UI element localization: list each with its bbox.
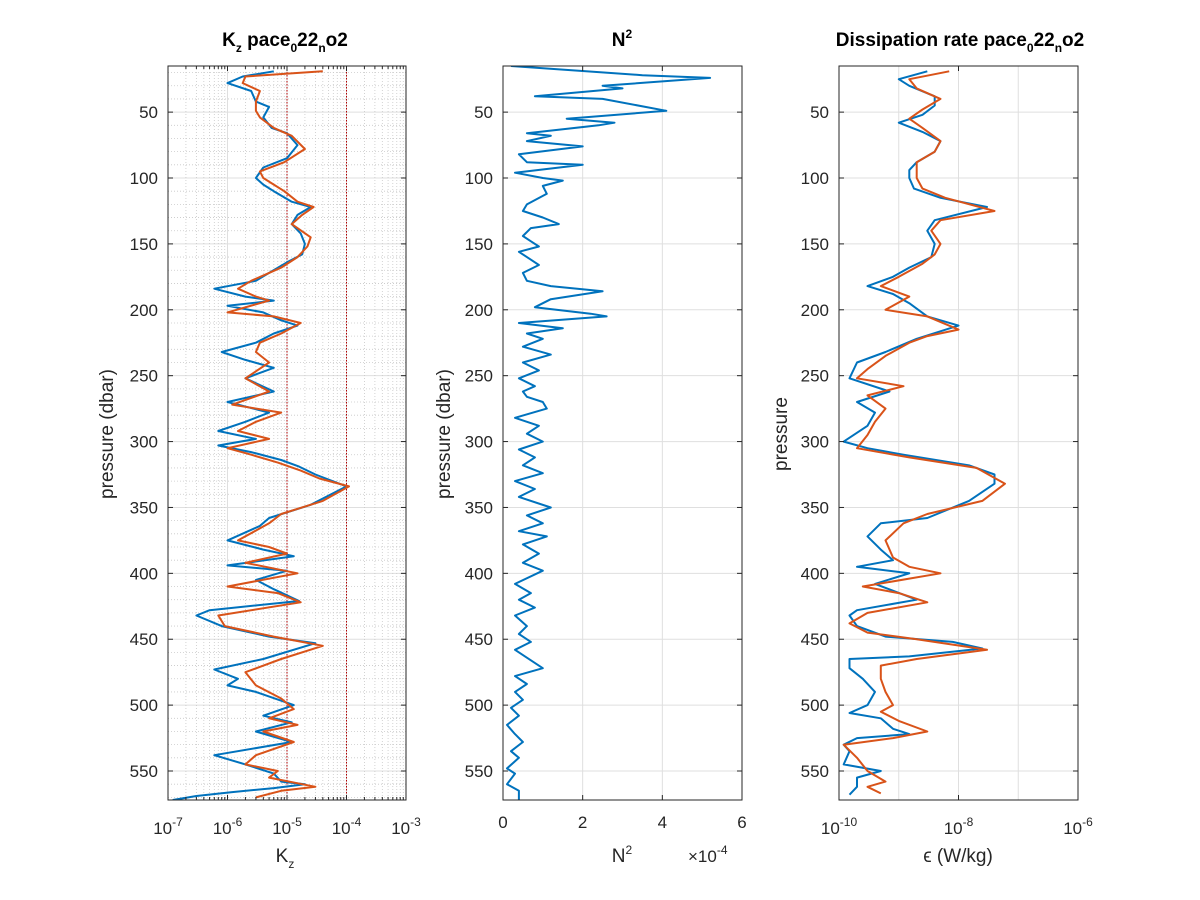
kz-series-line-1 (172, 70, 348, 800)
kz-y-tick-label: 300 (130, 433, 158, 452)
dissipation-y-tick-label: 200 (801, 301, 829, 320)
kz-y-tick-label: 500 (130, 696, 158, 715)
n2-y-tick-label: 300 (465, 433, 493, 452)
n2-y-tick-label: 500 (465, 696, 493, 715)
kz-y-tick-label: 350 (130, 498, 158, 517)
kz-series-line-2 (217, 70, 350, 799)
dissipation-series-line-2 (842, 70, 1006, 795)
kz-x-tick-label: 10-3 (391, 815, 421, 838)
n2-title: N2 (612, 27, 633, 51)
dissipation-y-tick-label: 100 (801, 169, 829, 188)
n2-y-tick-label: 100 (465, 169, 493, 188)
dissipation-y-tick-label: 150 (801, 235, 829, 254)
dissipation-y-tick-label: 350 (801, 498, 829, 517)
dissipation-x-tick-label: 10-6 (1063, 815, 1093, 838)
dissipation-x-tick-label: 10-10 (821, 815, 858, 838)
dissipation-panel: 50 100 150 200 250 300 350 400 450 500 550 10-10 10-… (771, 30, 1093, 867)
kz-y-tick-label: 50 (139, 103, 158, 122)
n2-x-multiplier: ×10-4 (688, 843, 728, 866)
n2-series-line-1 (506, 66, 712, 800)
dissipation-y-tick-label: 450 (801, 630, 829, 649)
kz-y-axis-label: pressure (dbar) (97, 369, 118, 499)
kz-title: Kz pace022no2 (222, 30, 348, 55)
dissipation-x-axis-label: ϵ (W/kg) (923, 846, 993, 867)
n2-y-tick-label: 550 (465, 762, 493, 781)
n2-x-tick-label: 4 (658, 813, 667, 832)
n2-y-tick-label: 50 (474, 103, 493, 122)
n2-y-tick-label: 450 (465, 630, 493, 649)
dissipation-ticks: 50 100 150 200 250 300 350 400 450 500 550 10-10 10-… (801, 66, 1093, 838)
n2-series (506, 66, 712, 800)
n2-x-tick-label: 6 (737, 813, 746, 832)
dissipation-title: Dissipation rate pace022no2 (836, 30, 1084, 55)
kz-x-tick-label: 10-5 (272, 815, 302, 838)
kz-y-tick-label: 550 (130, 762, 158, 781)
kz-y-tick-label: 200 (130, 301, 158, 320)
kz-y-tick-label: 100 (130, 169, 158, 188)
n2-axes (502, 65, 743, 801)
kz-x-axis-label: Kz (276, 846, 295, 871)
n2-ticks: 50 100 150 200 250 300 350 400 450 500 550 0 2 4 6 (465, 66, 747, 832)
n2-axes-box (502, 65, 743, 801)
dissipation-y-axis-label: pressure (771, 397, 792, 471)
dissipation-series (842, 70, 1006, 796)
n2-x-tick-label: 2 (578, 813, 587, 832)
kz-x-tick-label: 10-7 (153, 815, 183, 838)
kz-ticks: 50 100 150 200 250 300 350 400 450 500 550 10-7 10-6… (130, 66, 421, 838)
dissipation-y-tick-label: 50 (810, 103, 829, 122)
kz-y-tick-label: 250 (130, 367, 158, 386)
dissipation-series-line-1 (842, 70, 996, 796)
dissipation-y-tick-label: 250 (801, 367, 829, 386)
kz-x-tick-label: 10-4 (332, 815, 362, 838)
kz-y-tick-label: 450 (130, 630, 158, 649)
n2-y-tick-label: 400 (465, 564, 493, 583)
n2-x-axis-label: N2 (612, 843, 633, 867)
kz-y-tick-label: 400 (130, 564, 158, 583)
n2-y-tick-label: 350 (465, 498, 493, 517)
kz-y-tick-label: 150 (130, 235, 158, 254)
dissipation-y-tick-label: 500 (801, 696, 829, 715)
n2-y-tick-label: 200 (465, 301, 493, 320)
n2-x-tick-label: 0 (498, 813, 507, 832)
n2-y-axis-label: pressure (dbar) (434, 369, 455, 499)
kz-series (172, 70, 350, 800)
dissipation-y-tick-label: 550 (801, 762, 829, 781)
dissipation-y-tick-label: 400 (801, 564, 829, 583)
kz-panel: 50 100 150 200 250 300 350 400 450 500 550 10-7 10-6… (97, 30, 421, 871)
dissipation-x-tick-label: 10-8 (944, 815, 974, 838)
kz-x-tick-label: 10-6 (213, 815, 243, 838)
n2-y-tick-label: 250 (465, 367, 493, 386)
n2-y-tick-label: 150 (465, 235, 493, 254)
kz-reference-lines (286, 66, 347, 800)
dissipation-y-tick-label: 300 (801, 433, 829, 452)
